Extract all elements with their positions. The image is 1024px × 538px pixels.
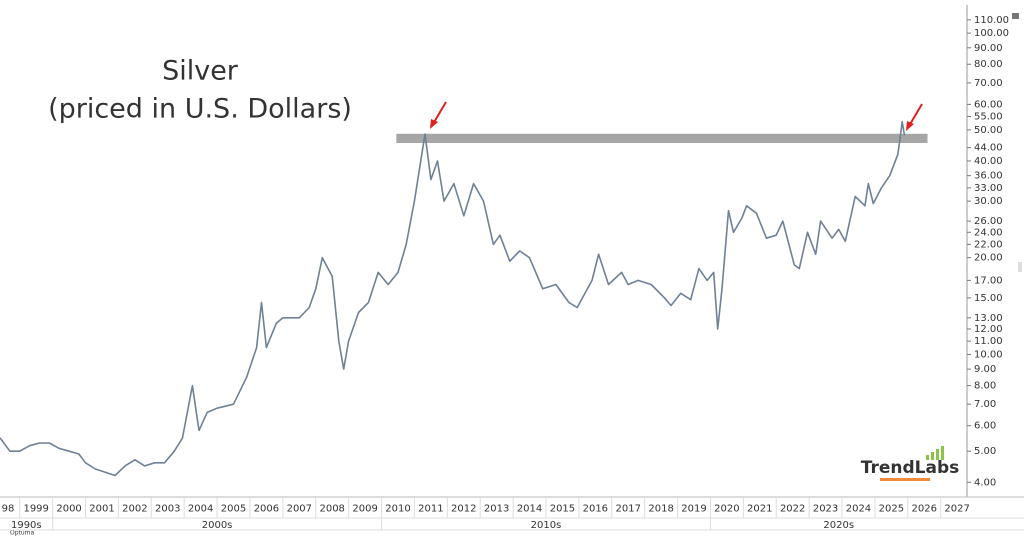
x-tick-label: 2015 xyxy=(550,504,575,515)
y-tick-label: 10.00 xyxy=(974,349,1003,360)
x-tick-label: 2018 xyxy=(648,504,673,515)
x-tick-label: 2014 xyxy=(517,504,542,515)
x-tick-label: 2001 xyxy=(89,504,114,515)
x-tick-label: 2003 xyxy=(155,504,180,515)
arrow xyxy=(908,103,923,127)
annotation-arrows xyxy=(430,101,923,131)
y-tick-label: 80.00 xyxy=(974,59,1003,70)
x-tick-label: 2019 xyxy=(681,504,706,515)
x-tick-label: 2020 xyxy=(714,504,739,515)
x-tick-label: 2007 xyxy=(287,504,312,515)
lock-icon xyxy=(1012,13,1019,19)
y-tick-label: 9.00 xyxy=(974,364,996,375)
x-tick-label: 2005 xyxy=(221,504,246,515)
x-tick-label: 2011 xyxy=(418,504,443,515)
y-tick-label: 15.00 xyxy=(974,293,1003,304)
decade-label: 2020s xyxy=(823,520,854,531)
y-tick-label: 100.00 xyxy=(974,28,1009,39)
x-tick-label: 2023 xyxy=(813,504,838,515)
decade-label: 1990s xyxy=(11,520,42,531)
logo: TrendLabs xyxy=(861,446,960,481)
y-tick-label: 50.00 xyxy=(974,125,1003,136)
x-tick-label: 2012 xyxy=(451,504,476,515)
logo-bar xyxy=(941,446,944,460)
x-tick-label: 2010 xyxy=(385,504,410,515)
arrow xyxy=(432,101,447,125)
y-tick-label: 7.00 xyxy=(974,399,996,410)
x-tick-label: 2021 xyxy=(747,504,772,515)
x-tick-label: 2006 xyxy=(254,504,279,515)
x-tick-label: 2000 xyxy=(56,504,81,515)
x-tick-label: 2016 xyxy=(583,504,608,515)
y-tick-label: 90.00 xyxy=(974,43,1003,54)
logo-bar xyxy=(931,452,934,460)
logo-bar xyxy=(926,455,929,460)
y-tick-label: 33.00 xyxy=(974,183,1003,194)
x-tick-label: 2024 xyxy=(846,504,871,515)
x-tick-label: 2017 xyxy=(615,504,640,515)
y-tick-label: 20.00 xyxy=(974,253,1003,264)
y-tick-label: 55.00 xyxy=(974,112,1003,123)
y-tick-label: 36.00 xyxy=(974,171,1003,182)
y-tick-label: 6.00 xyxy=(974,421,996,432)
footer: Optuma xyxy=(10,530,35,537)
y-tick-label: 26.00 xyxy=(974,216,1003,227)
y-tick-label: 8.00 xyxy=(974,381,996,392)
arrow-head xyxy=(430,119,438,129)
x-tick-label: 2027 xyxy=(944,504,969,515)
decade-label: 2000s xyxy=(202,520,233,531)
y-tick-label: 44.00 xyxy=(974,143,1003,154)
x-tick-label: 2008 xyxy=(319,504,344,515)
chart-subtitle: (priced in U.S. Dollars) xyxy=(48,94,352,125)
y-tick-label: 13.00 xyxy=(974,313,1003,324)
x-tick-label: 2025 xyxy=(879,504,904,515)
y-tick-label: 60.00 xyxy=(974,99,1003,110)
decade-label: 2010s xyxy=(531,520,562,531)
y-tick-label: 11.00 xyxy=(974,336,1003,347)
x-tick-label: 2002 xyxy=(122,504,147,515)
y-tick-label: 4.00 xyxy=(974,477,996,488)
chart-title: Silver xyxy=(162,56,239,87)
x-tick-label: 2026 xyxy=(912,504,937,515)
y-tick-label: 110.00 xyxy=(974,15,1009,26)
x-tick-label: 98 xyxy=(2,504,15,515)
y-tick-label: 17.00 xyxy=(974,275,1003,286)
x-tick-label: 2022 xyxy=(780,504,805,515)
arrow-head xyxy=(906,121,914,131)
logo-bar xyxy=(936,449,939,460)
y-tick-label: 24.00 xyxy=(974,227,1003,238)
scroll-handle xyxy=(1018,262,1022,272)
y-tick-label: 40.00 xyxy=(974,156,1003,167)
y-tick-label: 30.00 xyxy=(974,196,1003,207)
x-tick-label: 2009 xyxy=(352,504,377,515)
y-tick-label: 22.00 xyxy=(974,239,1003,250)
y-tick-label: 70.00 xyxy=(974,78,1003,89)
x-tick-label: 2004 xyxy=(188,504,213,515)
x-tick-label: 2013 xyxy=(484,504,509,515)
y-tick-label: 5.00 xyxy=(974,446,996,457)
x-tick-label: 1999 xyxy=(23,504,48,515)
logo-text: TrendLabs xyxy=(861,458,960,478)
price-line xyxy=(0,120,906,477)
resistance-band xyxy=(396,133,928,143)
y-tick-label: 12.00 xyxy=(974,324,1003,335)
logo-underline xyxy=(880,478,930,481)
